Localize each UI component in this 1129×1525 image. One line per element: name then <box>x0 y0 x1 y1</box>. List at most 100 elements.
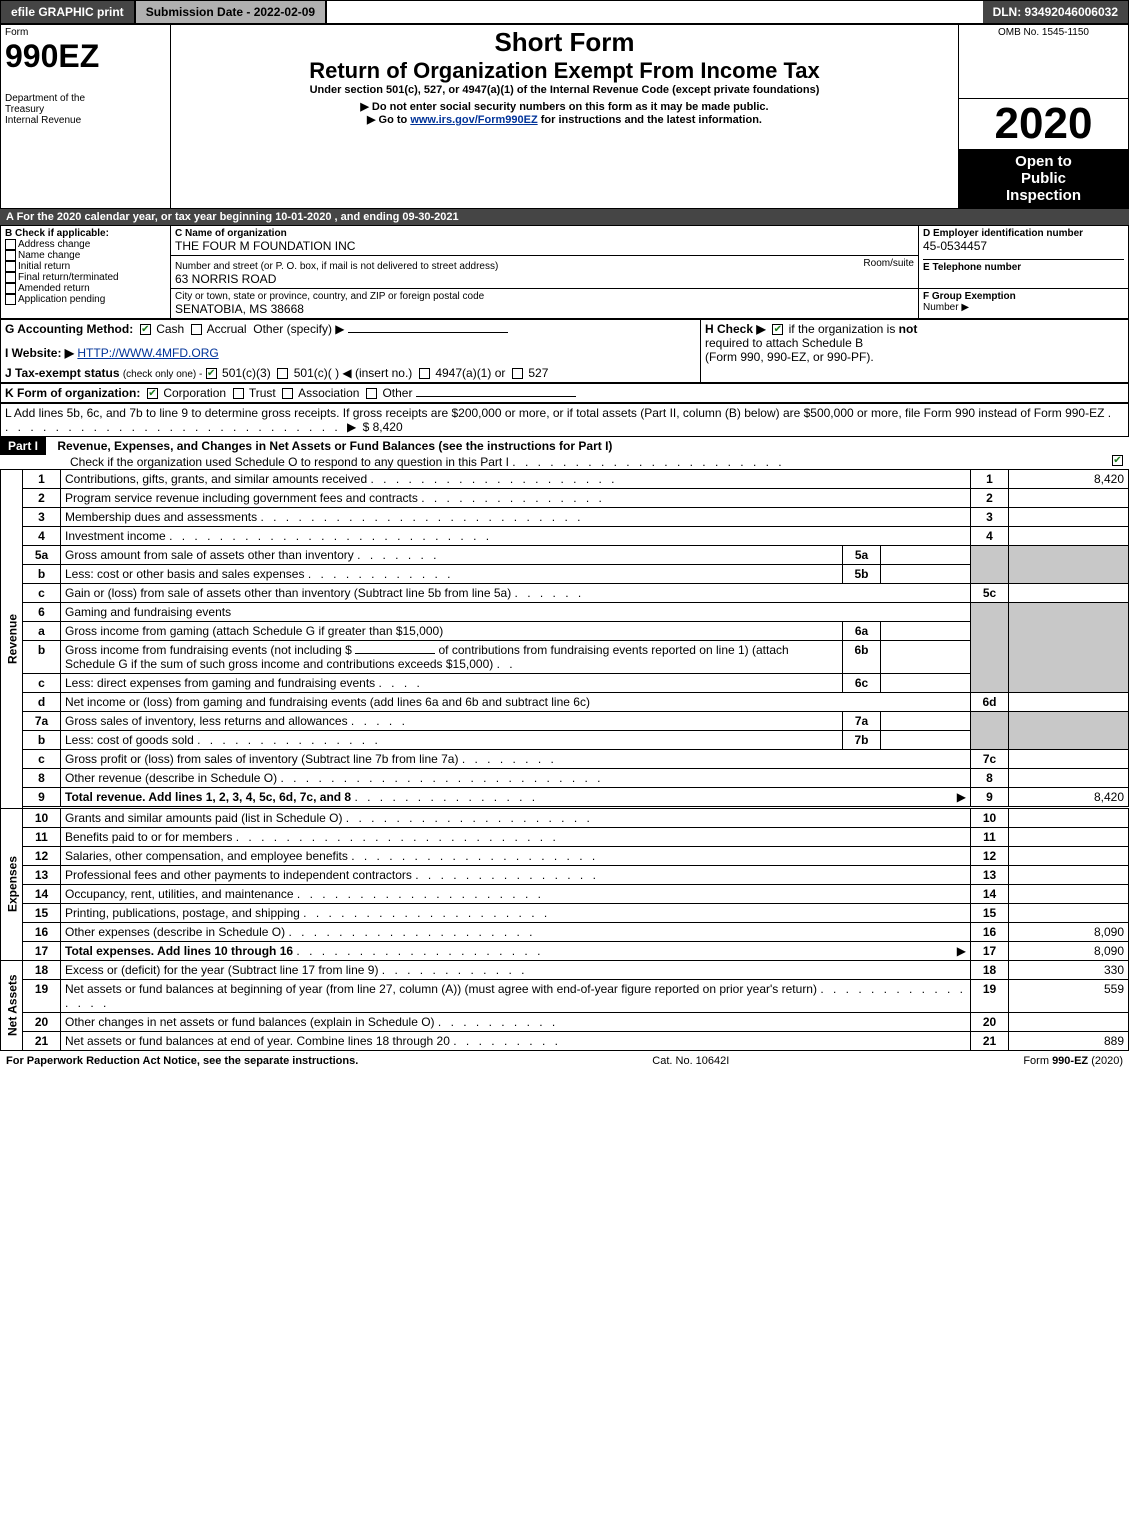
line-8-box: 8 <box>971 768 1009 787</box>
line-15-dots: . . . . . . . . . . . . . . . . . . . . <box>303 906 550 920</box>
website-link[interactable]: HTTP://WWW.4MFD.ORG <box>77 346 218 360</box>
line-8-desc: Other revenue (describe in Schedule O) <box>65 771 277 785</box>
line-14-box: 14 <box>971 884 1009 903</box>
other-specify-input[interactable] <box>348 332 508 333</box>
line-1-num: 1 <box>23 469 61 488</box>
501c-checkbox[interactable] <box>277 368 288 379</box>
line-20-val <box>1009 1012 1129 1031</box>
opt-application-pending[interactable]: Application pending <box>5 294 166 305</box>
other-label: Other (specify) ▶ <box>253 322 344 336</box>
line-10-desc: Grants and similar amounts paid (list in… <box>65 811 342 825</box>
line-9-num: 9 <box>23 787 61 806</box>
line-6b-dots: . . <box>497 657 516 671</box>
footer-catno: Cat. No. 10642I <box>652 1055 729 1067</box>
line-7c-dots: . . . . . . . . <box>462 752 557 766</box>
box-c-name-label: C Name of organization <box>175 228 914 239</box>
assoc-checkbox[interactable] <box>282 388 293 399</box>
4947-checkbox[interactable] <box>419 368 430 379</box>
line-4-val <box>1009 526 1129 545</box>
line-7c-box: 7c <box>971 749 1009 768</box>
line-8-val <box>1009 768 1129 787</box>
line-7a-ival <box>881 711 971 730</box>
line-6c-ival <box>881 673 971 692</box>
ein-value: 45-0534457 <box>923 239 1124 253</box>
lines-table: Revenue 1 Contributions, gifts, grants, … <box>0 469 1129 1051</box>
line-6b-blank[interactable] <box>355 653 435 654</box>
line-20-dots: . . . . . . . . . . <box>438 1015 558 1029</box>
line-15-num: 15 <box>23 903 61 922</box>
subtitle: Under section 501(c), 527, or 4947(a)(1)… <box>175 84 954 96</box>
line-18-desc: Excess or (deficit) for the year (Subtra… <box>65 963 378 977</box>
other-org-input[interactable] <box>416 396 576 397</box>
dept-line3: Internal Revenue <box>5 115 166 126</box>
opt-address-change-label: Address change <box>18 239 90 250</box>
efile-print-button[interactable]: efile GRAPHIC print <box>1 1 136 23</box>
line-10-dots: . . . . . . . . . . . . . . . . . . . . <box>346 811 593 825</box>
line-18-val: 330 <box>1009 960 1129 979</box>
line-6c-ibox: 6c <box>843 673 881 692</box>
line-20-desc: Other changes in net assets or fund bala… <box>65 1015 435 1029</box>
line-4-num: 4 <box>23 526 61 545</box>
opt-amended-return[interactable]: Amended return <box>5 283 166 294</box>
line-15-desc: Printing, publications, postage, and shi… <box>65 906 300 920</box>
line-11-dots: . . . . . . . . . . . . . . . . . . . . … <box>236 830 559 844</box>
line-l-table: L Add lines 5b, 6c, and 7b to line 9 to … <box>0 403 1129 437</box>
line-21-dots: . . . . . . . . . <box>453 1034 561 1048</box>
line-7b-desc: Less: cost of goods sold <box>65 733 194 747</box>
501c3-checkbox[interactable] <box>206 368 217 379</box>
line-k-label: K Form of organization: <box>5 386 140 400</box>
shade-6b <box>1009 602 1129 692</box>
part1-schedule-o-checkbox[interactable] <box>1112 455 1123 466</box>
shade-7b <box>1009 711 1129 749</box>
box-f-label2: Number ▶ <box>923 302 1124 313</box>
cash-checkbox[interactable] <box>140 324 151 335</box>
line-6a-desc: Gross income from gaming (attach Schedul… <box>61 621 843 640</box>
opt-address-change[interactable]: Address change <box>5 239 166 250</box>
trust-checkbox[interactable] <box>233 388 244 399</box>
line-14-val <box>1009 884 1129 903</box>
line-5b-ival <box>881 564 971 583</box>
opt-name-change[interactable]: Name change <box>5 250 166 261</box>
ssn-warning: ▶ Do not enter social security numbers o… <box>175 100 954 113</box>
line-6-num: 6 <box>23 602 61 621</box>
line-4-desc: Investment income <box>65 529 166 543</box>
line-2-val <box>1009 488 1129 507</box>
opt-initial-return-label: Initial return <box>18 261 70 272</box>
shade-5b <box>1009 545 1129 583</box>
line-5a-num: 5a <box>23 545 61 564</box>
line-19-val: 559 <box>1009 979 1129 1012</box>
goto-pre: ▶ Go to <box>367 114 410 126</box>
other-org-checkbox[interactable] <box>366 388 377 399</box>
shade-6 <box>971 602 1009 692</box>
irs-link[interactable]: www.irs.gov/Form990EZ <box>410 114 537 126</box>
line-17-arrow: ▶ <box>957 944 966 958</box>
schedule-b-checkbox[interactable] <box>772 324 783 335</box>
line-10-box: 10 <box>971 808 1009 827</box>
topbar-spacer <box>327 1 982 23</box>
ghij-table: G Accounting Method: Cash Accrual Other … <box>0 319 1129 383</box>
box-e-label: E Telephone number <box>923 262 1124 273</box>
cash-label: Cash <box>156 322 184 336</box>
line-1-box: 1 <box>971 469 1009 488</box>
line-16-val: 8,090 <box>1009 922 1129 941</box>
revenue-section-label: Revenue <box>1 469 23 808</box>
line-14-desc: Occupancy, rent, utilities, and maintena… <box>65 887 294 901</box>
line-11-box: 11 <box>971 827 1009 846</box>
box-d-label: D Employer identification number <box>923 228 1124 239</box>
corp-checkbox[interactable] <box>147 388 158 399</box>
line-5a-ival <box>881 545 971 564</box>
line-5c-num: c <box>23 583 61 602</box>
line-14-dots: . . . . . . . . . . . . . . . . . . . . <box>297 887 544 901</box>
527-checkbox[interactable] <box>512 368 523 379</box>
opt-initial-return[interactable]: Initial return <box>5 261 166 272</box>
line-9-desc: Total revenue. Add lines 1, 2, 3, 4, 5c,… <box>65 790 351 804</box>
line-12-desc: Salaries, other compensation, and employ… <box>65 849 348 863</box>
form-word: Form <box>5 27 166 38</box>
line-6b-ival <box>881 640 971 673</box>
line-13-box: 13 <box>971 865 1009 884</box>
opt-final-return[interactable]: Final return/terminated <box>5 272 166 283</box>
form-header-table: Form 990EZ Department of the Treasury In… <box>0 24 1129 209</box>
accrual-checkbox[interactable] <box>191 324 202 335</box>
line-6b-num: b <box>23 640 61 673</box>
line-17-dots: . . . . . . . . . . . . . . . . . . . . <box>296 944 543 958</box>
